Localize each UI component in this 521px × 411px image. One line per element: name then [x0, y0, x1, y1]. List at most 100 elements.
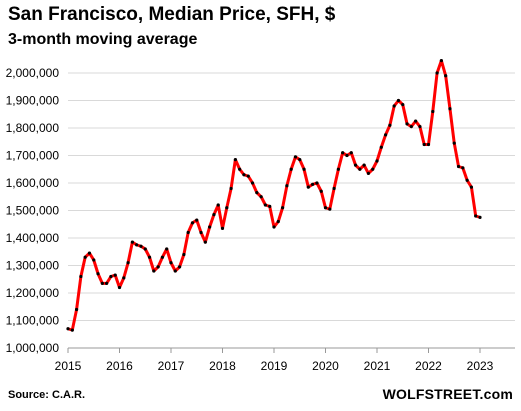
series-line-layer	[66, 59, 482, 332]
data-point	[169, 261, 173, 265]
data-point	[216, 203, 220, 207]
data-point	[375, 159, 379, 163]
y-tick-label: 2,000,000	[6, 66, 60, 80]
data-point	[156, 265, 160, 269]
data-point	[474, 214, 478, 218]
data-point	[259, 195, 263, 199]
x-axis-tick-marks	[67, 348, 481, 353]
data-point	[220, 226, 225, 230]
data-point	[208, 225, 212, 229]
data-point	[478, 215, 482, 219]
data-point	[306, 185, 310, 189]
data-point	[409, 125, 413, 129]
chart-title: San Francisco, Median Price, SFH, $	[8, 4, 336, 25]
data-point	[444, 74, 448, 78]
data-point	[126, 261, 130, 265]
data-point	[302, 167, 306, 171]
series-line	[66, 59, 482, 332]
data-point	[332, 186, 336, 191]
x-tick-label: 2020	[312, 359, 339, 373]
data-point	[371, 167, 375, 171]
data-point	[92, 258, 96, 262]
data-point	[79, 274, 83, 279]
data-point	[358, 167, 362, 171]
data-point	[362, 163, 366, 167]
data-point	[461, 166, 465, 170]
grid-lines	[68, 72, 515, 321]
y-tick-label: 1,400,000	[6, 231, 60, 245]
data-point	[233, 158, 237, 162]
data-point	[379, 145, 383, 149]
data-point	[255, 191, 259, 195]
data-point	[177, 265, 182, 269]
data-point	[190, 221, 195, 225]
data-point	[152, 269, 156, 273]
y-tick-label: 1,000,000	[6, 341, 60, 355]
y-tick-label: 1,700,000	[6, 149, 60, 163]
data-point	[238, 167, 242, 171]
data-point	[113, 273, 117, 277]
data-point	[83, 255, 87, 259]
data-point	[353, 163, 358, 167]
data-point	[74, 307, 79, 312]
data-point	[122, 276, 126, 280]
x-tick-label: 2016	[106, 359, 133, 373]
data-point	[366, 171, 371, 175]
data-point	[426, 142, 431, 147]
data-point	[105, 281, 109, 285]
x-tick-label: 2015	[55, 359, 82, 373]
data-point	[401, 103, 405, 107]
data-point	[323, 206, 328, 210]
data-point	[229, 186, 233, 191]
data-point	[452, 141, 456, 145]
data-point	[469, 185, 474, 189]
x-tick-label: 2017	[158, 359, 185, 373]
data-point	[203, 240, 207, 244]
data-point	[100, 281, 104, 285]
data-point	[70, 328, 74, 332]
data-point	[263, 203, 268, 207]
y-axis-tick-labels: 1,000,000 1,100,000 1,200,000 1,300,000 1,40…	[6, 66, 60, 355]
data-point	[242, 173, 246, 177]
data-point	[87, 251, 92, 255]
data-point	[96, 272, 100, 276]
x-tick-label: 2018	[209, 359, 236, 373]
data-point	[276, 219, 280, 224]
data-point	[431, 109, 435, 114]
data-point	[388, 123, 392, 127]
data-point	[298, 158, 302, 162]
data-point	[246, 174, 250, 178]
data-point	[383, 133, 388, 137]
data-point	[422, 142, 426, 147]
y-tick-label: 1,500,000	[6, 204, 60, 218]
data-point	[272, 225, 276, 229]
y-tick-label: 1,800,000	[6, 121, 60, 135]
data-point	[293, 155, 298, 159]
data-point	[212, 213, 216, 217]
data-point	[456, 164, 461, 169]
data-point	[250, 181, 255, 185]
data-point	[199, 230, 203, 235]
x-tick-label: 2019	[261, 359, 288, 373]
data-point	[143, 247, 147, 251]
y-tick-label: 1,200,000	[6, 286, 60, 300]
x-axis-tick-labels: 2015 2016 2017 2018 2019 2020 2021 2022 2023	[55, 359, 494, 373]
data-point	[311, 182, 315, 186]
data-point	[173, 269, 177, 273]
data-point	[117, 285, 122, 290]
data-point	[268, 204, 272, 208]
data-point	[328, 207, 332, 211]
data-point	[418, 125, 422, 129]
data-point	[319, 189, 323, 193]
x-tick-label: 2022	[415, 359, 442, 373]
data-point	[448, 107, 452, 111]
data-point	[135, 243, 139, 247]
data-point	[109, 274, 113, 279]
data-point	[280, 206, 285, 210]
y-tick-label: 1,900,000	[6, 94, 60, 108]
data-point	[165, 247, 169, 251]
data-point	[345, 153, 349, 158]
data-point	[130, 240, 134, 244]
data-point-markers	[66, 59, 482, 332]
y-tick-label: 1,600,000	[6, 176, 60, 190]
